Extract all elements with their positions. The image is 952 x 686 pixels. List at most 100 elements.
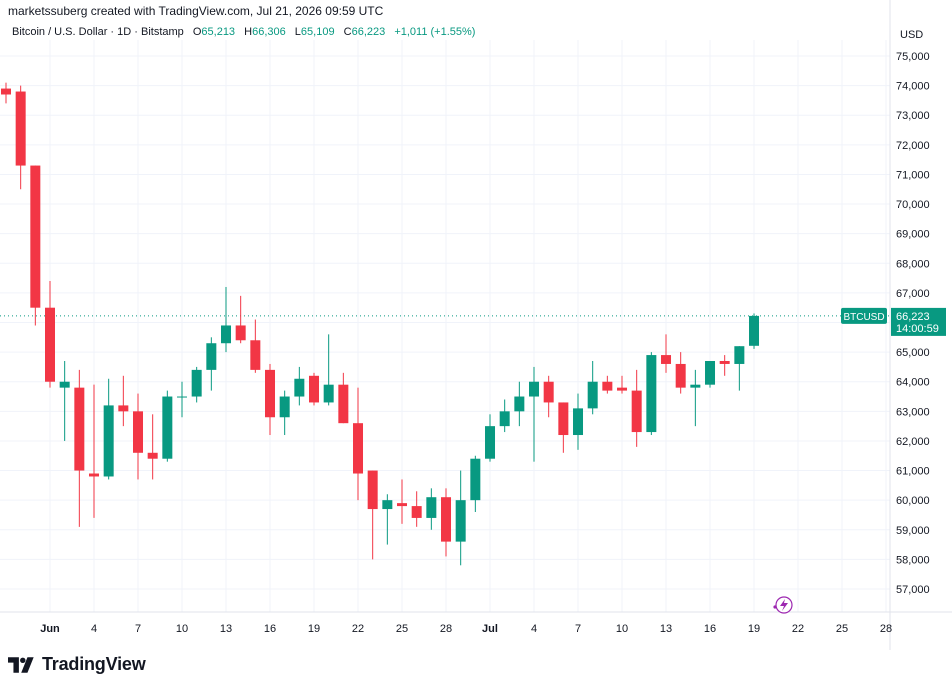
- candle-body: [250, 340, 261, 370]
- candle: [646, 352, 657, 436]
- symbol-tag-bg: [841, 307, 887, 324]
- candle: [206, 337, 217, 391]
- high-label: H: [244, 26, 253, 38]
- candle: [587, 360, 598, 415]
- candle-body: [382, 500, 393, 510]
- candle-body: [15, 91, 26, 166]
- time-tick-label: 19: [748, 623, 760, 635]
- price-tick-label: 59,000: [896, 525, 930, 537]
- chart-attribution: marketssuberg created with TradingView.c…: [8, 4, 384, 18]
- candle: [353, 387, 364, 501]
- candle-body: [617, 387, 628, 391]
- change-value: +1,011 (+1.55%): [394, 26, 476, 38]
- candle-body: [30, 165, 41, 308]
- low-value: 65,109: [300, 26, 335, 38]
- last-price-value: 66,223: [896, 311, 930, 323]
- candle-body: [661, 355, 672, 364]
- symbol-legend: Bitcoin / U.S. Dollar · 1D · Bitstamp O6…: [12, 26, 475, 38]
- candle-body: [573, 408, 584, 436]
- time-tick-label: 25: [836, 623, 848, 635]
- candle: [45, 281, 55, 388]
- candle: [558, 402, 569, 453]
- price-tick-label: 61,000: [896, 466, 930, 478]
- candle: [749, 313, 760, 349]
- price-tick-label: 71,000: [896, 169, 930, 181]
- candle-body: [426, 497, 437, 518]
- candle: [191, 366, 202, 403]
- tradingview-logo[interactable]: TradingView: [8, 654, 146, 675]
- price-tick-label: 73,000: [896, 110, 930, 122]
- candle-body: [470, 458, 481, 501]
- candle: [250, 319, 261, 373]
- price-tick-label: 58,000: [896, 554, 930, 566]
- time-tick-label: 28: [880, 623, 892, 635]
- candle-body: [59, 381, 70, 388]
- candle-body: [118, 405, 129, 412]
- candle-body: [133, 411, 144, 453]
- price-tick-label: 64,000: [896, 377, 930, 389]
- candle-body: [529, 381, 540, 397]
- candle: [617, 375, 628, 394]
- candle-body: [323, 384, 334, 403]
- candle-body: [749, 315, 760, 346]
- candle-body: [734, 346, 745, 364]
- time-tick-label: 25: [396, 623, 408, 635]
- time-tick-label: 19: [308, 623, 320, 635]
- candle-body: [675, 363, 686, 388]
- candle-body: [103, 405, 114, 477]
- grid-lines: [0, 40, 890, 612]
- time-tick-label: 10: [176, 623, 188, 635]
- candle: [133, 393, 144, 480]
- candle: [30, 165, 41, 326]
- price-tick-label: 72,000: [896, 140, 930, 152]
- time-tick-label: 4: [91, 623, 97, 635]
- candle: [177, 381, 188, 418]
- symbol-tag-label: BTCUSD: [843, 312, 884, 323]
- candle: [499, 399, 510, 433]
- price-tick-label: 62,000: [896, 436, 930, 448]
- candle-body: [45, 307, 55, 382]
- candle: [514, 381, 525, 427]
- candle-body: [265, 369, 276, 418]
- candle-body: [0, 88, 11, 95]
- time-tick-label: 22: [792, 623, 804, 635]
- event-marker-icon[interactable]: [773, 596, 793, 614]
- candle: [529, 366, 540, 462]
- candle: [323, 334, 334, 406]
- candle: [734, 346, 745, 391]
- candle-body: [294, 378, 305, 397]
- high-value: 66,306: [252, 26, 286, 38]
- candle: [485, 414, 496, 462]
- candle: [661, 334, 672, 373]
- candle: [411, 491, 422, 527]
- candle: [719, 355, 730, 376]
- candle-body: [719, 360, 730, 364]
- candle-body: [147, 452, 158, 459]
- candle: [118, 375, 129, 427]
- bar-countdown: 14:00:59: [896, 323, 939, 335]
- candle-body: [177, 396, 188, 398]
- time-tick-label: 4: [531, 623, 537, 635]
- candle: [705, 360, 716, 388]
- price-tick-label: 68,000: [896, 258, 930, 270]
- time-tick-label: 7: [135, 623, 141, 635]
- candle-body: [191, 369, 202, 397]
- candle: [455, 470, 466, 566]
- candle-body: [690, 384, 701, 388]
- candle-body: [587, 381, 598, 409]
- candle: [382, 494, 393, 545]
- candle-body: [309, 375, 320, 403]
- candle: [147, 414, 158, 480]
- price-tick-label: 70,000: [896, 199, 930, 211]
- price-tick-label: 69,000: [896, 229, 930, 241]
- price-tick-label: 75,000: [896, 51, 930, 63]
- candle: [573, 393, 584, 450]
- candle: [0, 82, 11, 104]
- time-axis-labels: Jun 4 7 10 13 16 19 22 25 28 Jul 4 7 10 13 16 19 22 25 28: [40, 623, 892, 635]
- time-tick-label: Jun: [40, 623, 60, 635]
- candle: [235, 295, 246, 344]
- candle-body: [646, 355, 657, 433]
- candle: [221, 286, 232, 353]
- price-chart[interactable]: USD 57,000 58,000 59,000 60,000 61,000 62,000 6…: [0, 0, 952, 650]
